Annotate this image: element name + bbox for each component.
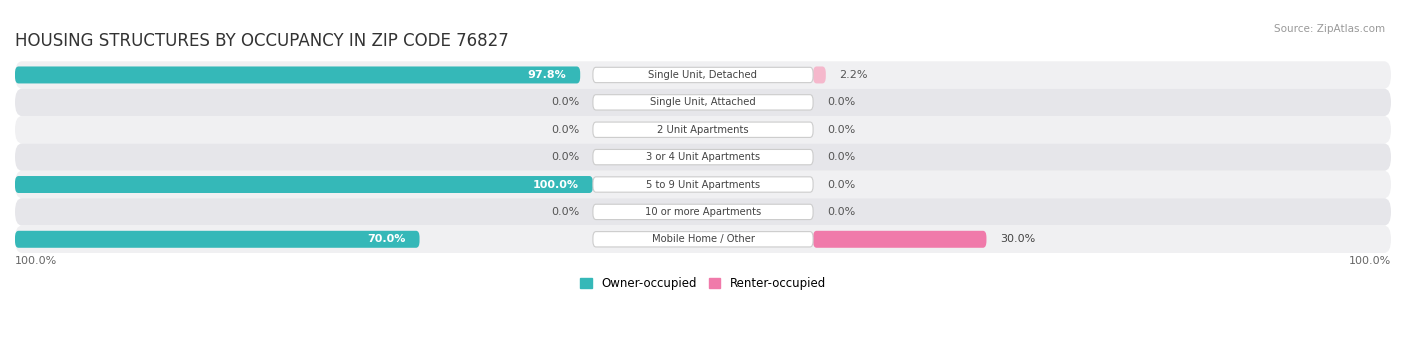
- Text: 0.0%: 0.0%: [827, 125, 855, 135]
- Text: 0.0%: 0.0%: [551, 125, 579, 135]
- Text: HOUSING STRUCTURES BY OCCUPANCY IN ZIP CODE 76827: HOUSING STRUCTURES BY OCCUPANCY IN ZIP C…: [15, 32, 509, 50]
- Text: 2 Unit Apartments: 2 Unit Apartments: [657, 125, 749, 135]
- Text: Single Unit, Detached: Single Unit, Detached: [648, 70, 758, 80]
- FancyBboxPatch shape: [593, 149, 813, 165]
- FancyBboxPatch shape: [15, 116, 1391, 144]
- Text: 0.0%: 0.0%: [827, 97, 855, 107]
- FancyBboxPatch shape: [15, 144, 1391, 171]
- Text: 0.0%: 0.0%: [551, 207, 579, 217]
- Text: 10 or more Apartments: 10 or more Apartments: [645, 207, 761, 217]
- FancyBboxPatch shape: [15, 61, 1391, 89]
- Text: Mobile Home / Other: Mobile Home / Other: [651, 234, 755, 244]
- Text: 5 to 9 Unit Apartments: 5 to 9 Unit Apartments: [645, 179, 761, 190]
- FancyBboxPatch shape: [593, 204, 813, 220]
- FancyBboxPatch shape: [15, 176, 593, 193]
- FancyBboxPatch shape: [593, 177, 813, 192]
- FancyBboxPatch shape: [593, 67, 813, 83]
- Text: 3 or 4 Unit Apartments: 3 or 4 Unit Apartments: [645, 152, 761, 162]
- Text: 0.0%: 0.0%: [827, 152, 855, 162]
- FancyBboxPatch shape: [813, 231, 987, 248]
- Text: 100.0%: 100.0%: [533, 179, 579, 190]
- FancyBboxPatch shape: [813, 66, 825, 84]
- Text: 100.0%: 100.0%: [15, 256, 58, 266]
- FancyBboxPatch shape: [593, 122, 813, 137]
- Text: 30.0%: 30.0%: [1000, 234, 1035, 244]
- FancyBboxPatch shape: [593, 95, 813, 110]
- Text: 100.0%: 100.0%: [1348, 256, 1391, 266]
- FancyBboxPatch shape: [15, 89, 1391, 116]
- FancyBboxPatch shape: [15, 171, 1391, 198]
- Text: Single Unit, Attached: Single Unit, Attached: [650, 97, 756, 107]
- FancyBboxPatch shape: [593, 232, 813, 247]
- FancyBboxPatch shape: [15, 66, 581, 84]
- Text: 97.8%: 97.8%: [527, 70, 567, 80]
- Text: 0.0%: 0.0%: [551, 97, 579, 107]
- Text: 70.0%: 70.0%: [367, 234, 406, 244]
- Text: 2.2%: 2.2%: [839, 70, 868, 80]
- Text: 0.0%: 0.0%: [551, 152, 579, 162]
- FancyBboxPatch shape: [15, 198, 1391, 226]
- Text: Source: ZipAtlas.com: Source: ZipAtlas.com: [1274, 24, 1385, 34]
- Text: 0.0%: 0.0%: [827, 207, 855, 217]
- Text: 0.0%: 0.0%: [827, 179, 855, 190]
- FancyBboxPatch shape: [15, 231, 419, 248]
- FancyBboxPatch shape: [15, 226, 1391, 253]
- Legend: Owner-occupied, Renter-occupied: Owner-occupied, Renter-occupied: [575, 273, 831, 295]
